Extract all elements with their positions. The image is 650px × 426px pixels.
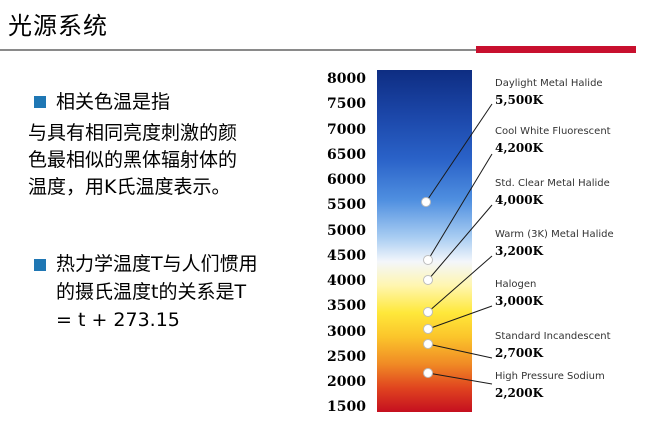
scale-label: 3500 [327,298,366,314]
bullet-2-line: = t + 273.15 [56,309,180,331]
leader-line [427,255,493,313]
leader-line [425,103,493,203]
marker-dot [421,197,431,207]
bullet-1-line: 与具有相同亮度刺激的颜 [28,122,238,144]
scale-label: 6500 [327,147,366,163]
bullet-2-line: 热力学温度T与人们惯用 [56,253,258,275]
scale-label: 4500 [327,248,366,264]
source-temp: 3,000K [495,294,544,308]
marker-dot [423,275,433,285]
source-temp: 2,700K [495,346,544,360]
marker-dot [423,255,433,265]
leader-line [427,204,493,281]
leader-line [427,372,493,385]
marker-dot [423,368,433,378]
source-name: Std. Clear Metal Halide [495,178,610,189]
bullet-square-icon [34,259,46,271]
bullet-1-heading: 相关色温是指 [56,91,171,113]
source-temp: 4,000K [495,193,544,207]
scale-label: 3000 [327,324,366,340]
bullet-1-line: 温度，用K氏温度表示。 [28,176,231,198]
marker-dot [423,324,433,334]
color-temperature-spectrum [377,70,472,412]
source-name: Warm (3K) Metal Halide [495,229,614,240]
scale-label: 1500 [327,399,366,415]
scale-label: 5500 [327,197,366,213]
scale-label: 2500 [327,349,366,365]
bullet-2-line: 的摄氏温度t的关系是T [56,281,247,303]
marker-dot [423,307,433,317]
source-temp: 2,200K [495,386,544,400]
scale-label: 8000 [327,71,366,87]
leader-line [427,305,493,330]
source-name: High Pressure Sodium [495,371,605,382]
leader-line [427,153,493,261]
title-accent-bar [476,46,636,53]
marker-dot [423,339,433,349]
title-divider [0,49,476,51]
source-name: Standard Incandescent [495,331,611,342]
scale-label: 5000 [327,223,366,239]
scale-label: 6000 [327,172,366,188]
scale-label: 2000 [327,374,366,390]
scale-label: 4000 [327,273,366,289]
source-temp: 5,500K [495,93,544,107]
source-name: Halogen [495,279,537,290]
page-title: 光源系统 [8,12,108,40]
source-name: Daylight Metal Halide [495,78,603,89]
source-name: Cool White Fluorescent [495,126,611,137]
bullet-square-icon [34,96,46,108]
bullet-1-line: 色最相似的黑体辐射体的 [28,149,238,171]
source-temp: 3,200K [495,244,544,258]
scale-label: 7000 [327,122,366,138]
leader-line [427,343,493,359]
scale-label: 7500 [327,96,366,112]
source-temp: 4,200K [495,141,544,155]
